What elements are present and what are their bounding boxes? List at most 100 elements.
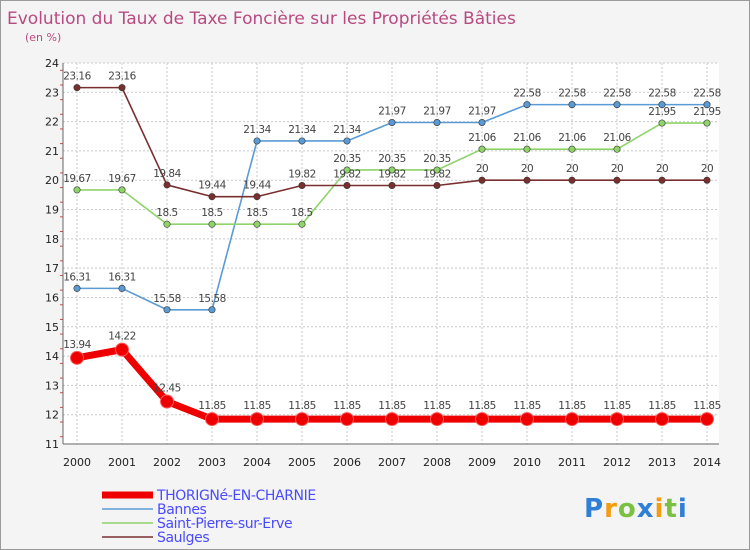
proxiti-letter: x (637, 494, 655, 524)
data-label: 11.85 (333, 400, 361, 412)
data-label: 19.82 (378, 169, 406, 181)
proxiti-letter: r (604, 494, 618, 524)
data-label: 19.44 (243, 180, 271, 192)
data-point (115, 342, 129, 357)
data-point (655, 412, 669, 427)
data-label: 21.34 (333, 124, 361, 136)
data-label: 21.34 (288, 124, 316, 136)
legend-label: Saulges (157, 530, 209, 546)
data-label: 19.44 (198, 180, 226, 192)
data-label: 11.85 (558, 400, 586, 412)
data-label: 21.06 (468, 132, 496, 144)
data-point (208, 220, 216, 228)
data-label: 11.85 (468, 400, 496, 412)
x-tick-label: 2012 (603, 456, 631, 469)
data-point (298, 182, 306, 190)
y-axis-unit: (en %) (25, 31, 61, 44)
data-point (163, 220, 171, 228)
data-label: 22.58 (603, 88, 631, 100)
x-tick-label: 2005 (288, 456, 316, 469)
data-point (343, 166, 351, 174)
data-point (478, 176, 486, 184)
y-tick-label: 20 (45, 174, 59, 187)
data-point (478, 118, 486, 126)
data-label: 19.67 (108, 173, 136, 185)
x-tick-label: 2011 (558, 456, 586, 469)
data-label: 20 (611, 163, 623, 175)
data-point (73, 186, 81, 194)
data-label: 21.97 (468, 105, 496, 117)
data-point (253, 220, 261, 228)
data-point (160, 394, 174, 409)
series-group (70, 84, 714, 427)
y-tick-label: 17 (45, 262, 59, 275)
data-label: 18.5 (156, 207, 177, 219)
data-label: 21.97 (423, 105, 451, 117)
data-point (253, 137, 261, 145)
y-tick-label: 14 (45, 350, 59, 363)
data-point (385, 412, 399, 427)
legend-label: Saint-Pierre-sur-Erve (157, 516, 292, 532)
data-point (703, 119, 711, 127)
data-point (70, 350, 84, 365)
data-label: 11.85 (693, 400, 721, 412)
data-label: 11.85 (378, 400, 406, 412)
data-point (118, 84, 126, 92)
x-tick-label: 2002 (153, 456, 181, 469)
data-label: 18.5 (246, 207, 267, 219)
data-label: 11.85 (513, 400, 541, 412)
data-label: 11.85 (198, 400, 226, 412)
data-label: 15.58 (153, 293, 181, 305)
data-label: 11.85 (648, 400, 676, 412)
data-label: 11.85 (423, 400, 451, 412)
data-point (163, 306, 171, 314)
data-label: 21.06 (603, 132, 631, 144)
axes: 11 12 13 14 15 16 17 18 19 20 21 22 23 24 2000 2001 2002… (45, 57, 721, 469)
proxiti-letter: o (618, 494, 637, 524)
data-point (610, 412, 624, 427)
proxiti-letter: t (664, 494, 677, 524)
chart-title: Evolution du Taux de Taxe Foncière sur l… (7, 9, 516, 29)
data-label: 23.16 (108, 71, 136, 83)
y-tick-label: 11 (45, 438, 59, 451)
y-tick-label: 19 (45, 204, 59, 217)
data-label: 19.82 (423, 169, 451, 181)
data-point (613, 101, 621, 109)
data-point (388, 118, 396, 126)
data-point (208, 193, 216, 201)
data-label: 20.35 (378, 153, 406, 165)
x-tick-label: 2003 (198, 456, 226, 469)
data-point (523, 176, 531, 184)
data-point (703, 101, 711, 109)
data-point (73, 84, 81, 92)
data-point (658, 119, 666, 127)
y-tick-label: 23 (45, 86, 59, 99)
data-point (163, 181, 171, 189)
data-point (295, 412, 309, 427)
legend-label: THORIGNé-EN-CHARNIE (156, 488, 316, 504)
data-label: 11.85 (288, 400, 316, 412)
data-point (433, 118, 441, 126)
data-point (568, 101, 576, 109)
x-tick-label: 2006 (333, 456, 361, 469)
x-tick-label: 2014 (693, 456, 721, 469)
data-label: 20 (476, 163, 488, 175)
proxiti-letter: P (584, 494, 604, 524)
data-label: 11.85 (243, 400, 271, 412)
data-point (475, 412, 489, 427)
data-point (205, 412, 219, 427)
data-point (343, 182, 351, 190)
data-label: 19.67 (63, 173, 91, 185)
x-tick-label: 2013 (648, 456, 676, 469)
data-label: 21.95 (693, 106, 721, 118)
proxiti-letter: i (655, 494, 665, 524)
data-label: 12.45 (153, 383, 181, 395)
data-point (658, 176, 666, 184)
data-point (613, 145, 621, 153)
data-label: 19.82 (288, 169, 316, 181)
data-label: 13.94 (63, 339, 91, 351)
x-tick-label: 2008 (423, 456, 451, 469)
data-point (388, 182, 396, 190)
